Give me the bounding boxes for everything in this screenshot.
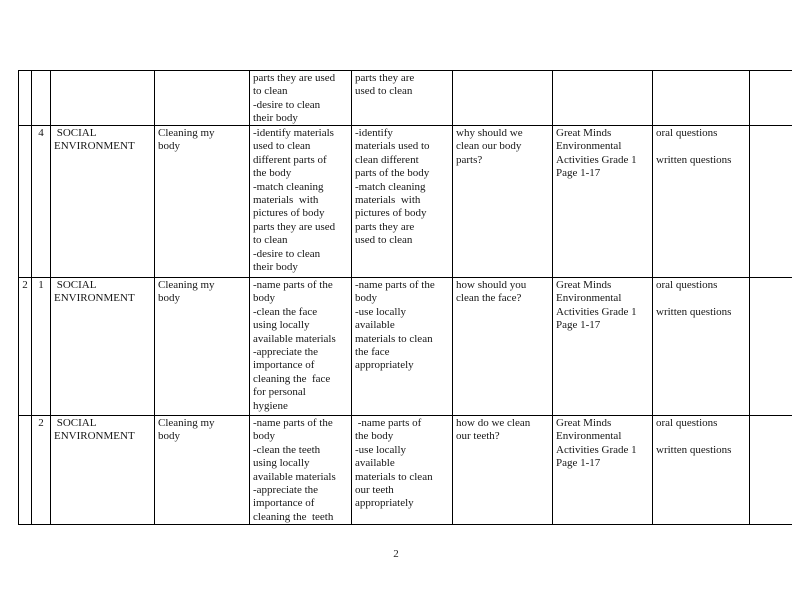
cell-week [18,70,32,126]
cell-substrand [154,70,250,126]
strand-text: SOCIAL ENVIRONMENT [54,127,135,153]
cell-lesson: 4 [31,125,51,278]
experiences-text: -identify materials used to clean differ… [355,127,430,247]
cell-resources [552,70,653,126]
cell-resources: Great Minds Environmental Activities Gra… [552,415,653,525]
strand-text: SOCIAL ENVIRONMENT [54,279,135,305]
cell-strand: SOCIAL ENVIRONMENT [50,277,155,416]
cell-week [18,125,32,278]
remarks-text [750,278,792,415]
cell-outcomes: -name parts of the body -clean the teeth… [249,415,352,525]
cell-remarks [749,277,792,416]
lesson-text: 1 [38,279,44,291]
substrand-text: Cleaning my body [158,279,215,305]
cell-substrand: Cleaning my body [154,125,250,278]
cell-strand [50,70,155,126]
cell-strand: SOCIAL ENVIRONMENT [50,125,155,278]
cell-outcomes: -name parts of the body -clean the face … [249,277,352,416]
outcomes-text: -name parts of the body -clean the face … [253,279,336,412]
resources-text: Great Minds Environmental Activities Gra… [556,127,637,180]
strand-text [51,71,154,125]
table-row: 4 SOCIAL ENVIRONMENT Cleaning my body -i… [18,125,792,278]
week-text [19,126,31,277]
cell-experiences: -name parts of the body -use locally ava… [351,277,453,416]
cell-resources: Great Minds Environmental Activities Gra… [552,277,653,416]
strand-text: SOCIAL ENVIRONMENT [54,417,135,443]
cell-substrand: Cleaning my body [154,415,250,525]
cell-assessment: oral questions written questions [652,125,750,278]
assessment-text: oral questions written questions [656,417,732,456]
cell-assessment: oral questions written questions [652,415,750,525]
week-text: 2 [22,279,28,291]
lesson-text: 2 [38,417,44,429]
lesson-text [32,71,50,125]
cell-assessment [652,70,750,126]
cell-outcomes: parts they are used to clean -desire to … [249,70,352,126]
outcomes-text: -identify materials used to clean differ… [253,127,336,274]
cell-lesson [31,70,51,126]
outcomes-text: -name parts of the body -clean the teeth… [253,417,336,523]
page-number: 2 [393,548,399,560]
cell-assessment: oral questions written questions [652,277,750,416]
cell-experiences: -identify materials used to clean differ… [351,125,453,278]
remarks-text [750,71,792,125]
cell-strand: SOCIAL ENVIRONMENT [50,415,155,525]
table-row: parts they are used to clean -desire to … [18,70,792,126]
resources-text [553,71,652,125]
cell-resources: Great Minds Environmental Activities Gra… [552,125,653,278]
assessment-text [653,71,749,125]
cell-remarks [749,125,792,278]
outcomes-text: parts they are used to clean -desire to … [253,72,336,125]
cell-inquiry: how should you clean the face? [452,277,553,416]
inquiry-text: how do we clean our teeth? [456,417,531,443]
cell-remarks [749,70,792,126]
table-row: 2 1 SOCIAL ENVIRONMENT Cleaning my body … [18,277,792,416]
substrand-text: Cleaning my body [158,417,215,443]
assessment-text: oral questions written questions [656,279,732,318]
experiences-text: parts they are used to clean [355,72,415,98]
substrand-text: Cleaning my body [158,127,215,153]
cell-lesson: 1 [31,277,51,416]
resources-text: Great Minds Environmental Activities Gra… [556,279,637,332]
inquiry-text [453,71,552,125]
cell-week [18,415,32,525]
cell-experiences: -name parts of the body -use locally ava… [351,415,453,525]
cell-inquiry [452,70,553,126]
cell-inquiry: how do we clean our teeth? [452,415,553,525]
remarks-text [750,126,792,277]
cell-remarks [749,415,792,525]
cell-inquiry: why should we clean our body parts? [452,125,553,278]
inquiry-text: why should we clean our body parts? [456,127,523,166]
week-text [19,71,31,125]
cell-substrand: Cleaning my body [154,277,250,416]
experiences-text: -name parts of the body -use locally ava… [355,417,433,510]
week-text [19,416,31,524]
cell-outcomes: -identify materials used to clean differ… [249,125,352,278]
scheme-of-work-table: parts they are used to clean -desire to … [18,70,792,525]
cell-lesson: 2 [31,415,51,525]
cell-experiences: parts they are used to clean [351,70,453,126]
substrand-text [155,71,249,125]
remarks-text [750,416,792,524]
table-row: 2 SOCIAL ENVIRONMENT Cleaning my body -n… [18,415,792,525]
inquiry-text: how should you clean the face? [456,279,527,305]
experiences-text: -name parts of the body -use locally ava… [355,279,435,372]
cell-week: 2 [18,277,32,416]
assessment-text: oral questions written questions [656,127,732,166]
resources-text: Great Minds Environmental Activities Gra… [556,417,637,470]
lesson-text: 4 [38,127,44,139]
